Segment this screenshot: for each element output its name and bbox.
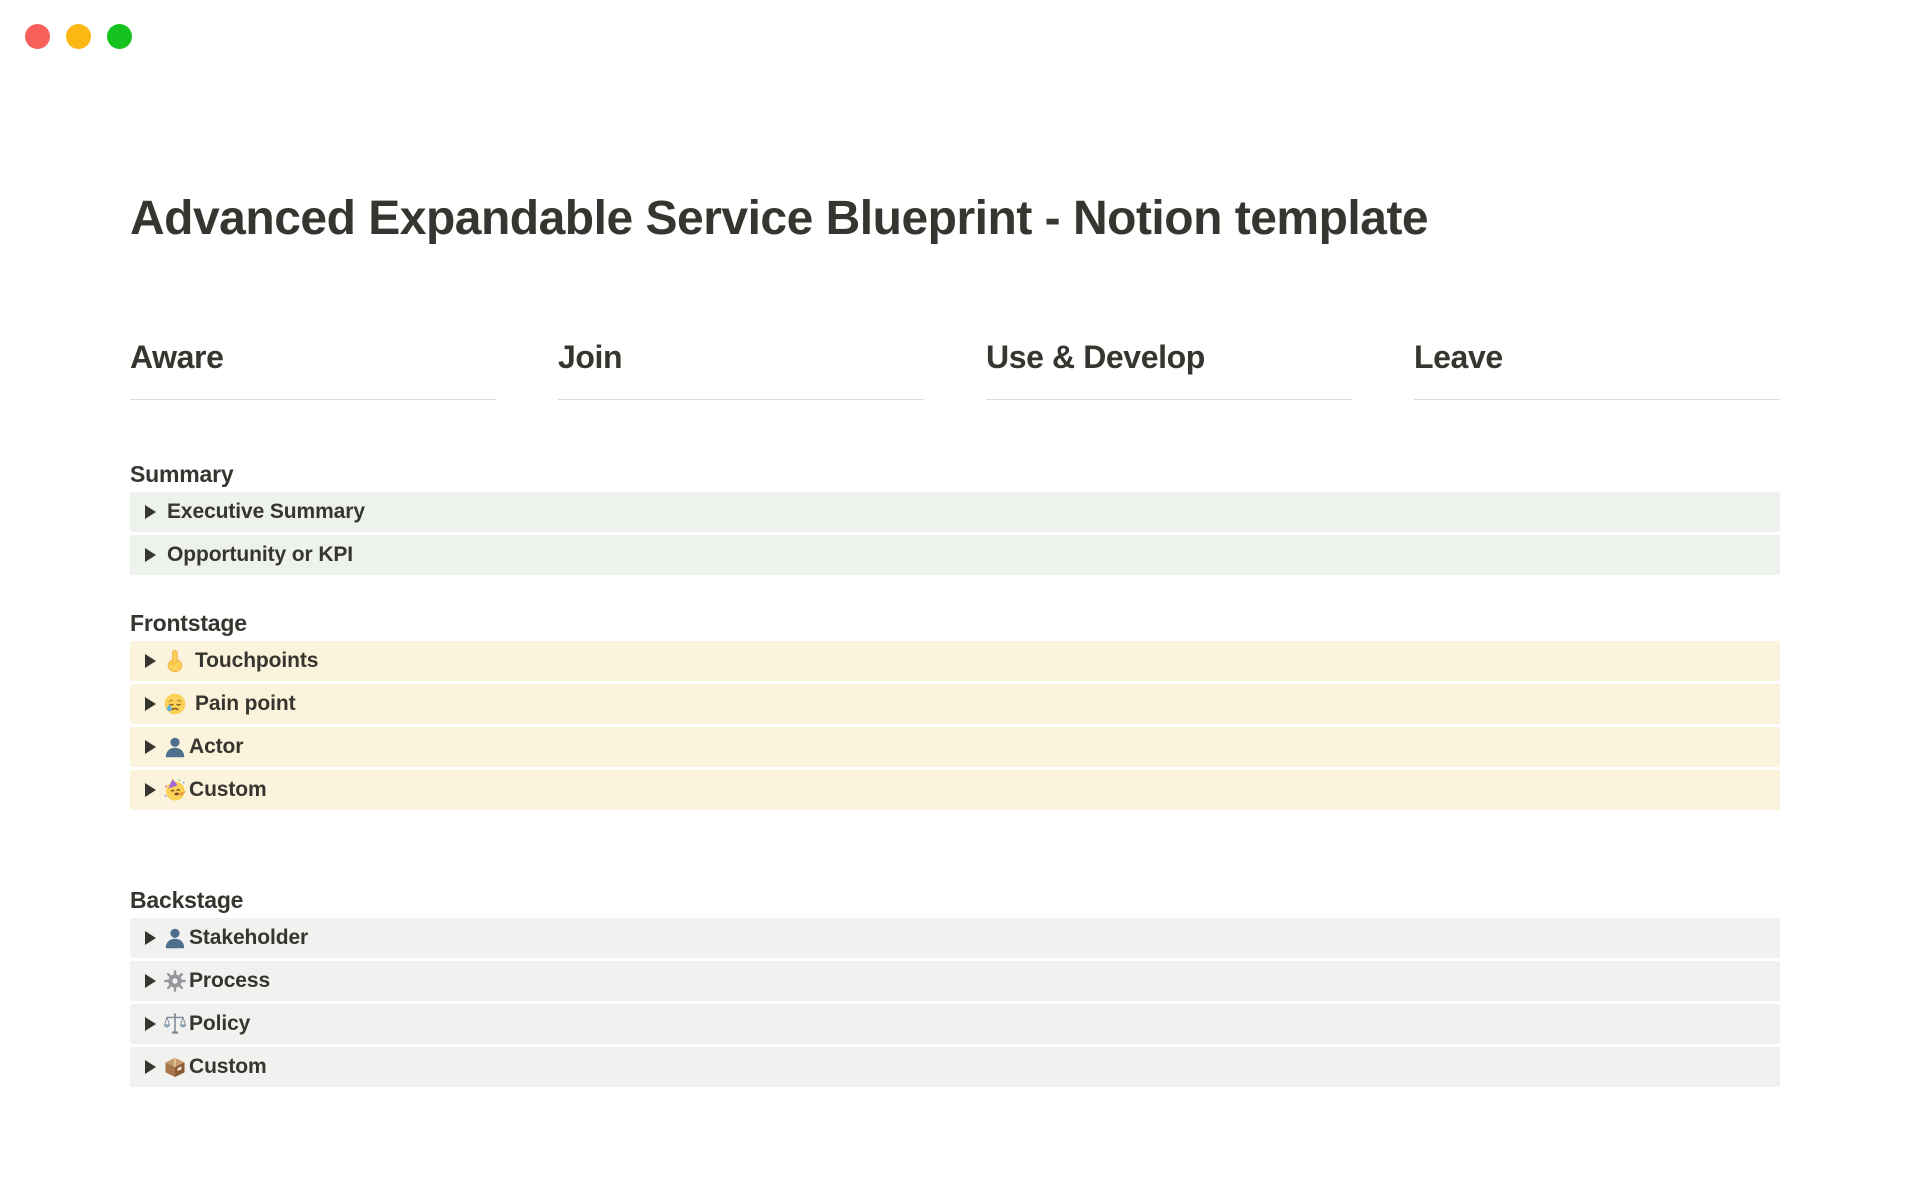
minimize-window-button[interactable]	[66, 24, 91, 49]
crying-face-icon	[163, 692, 187, 716]
toggle-row-process[interactable]: Process	[130, 961, 1780, 1001]
column-divider	[130, 399, 496, 400]
toggle-row-backstage-custom[interactable]: Custom	[130, 1047, 1780, 1087]
toggle-row-touchpoints[interactable]: Touchpoints	[130, 641, 1780, 681]
column-header-label: Leave	[1414, 339, 1503, 375]
column-join: Join	[558, 337, 924, 400]
column-header-label: Use & Develop	[986, 339, 1205, 375]
column-header-label: Aware	[130, 339, 224, 375]
pointing-up-icon	[163, 649, 187, 673]
package-icon	[163, 1055, 187, 1079]
column-use-develop: Use & Develop	[986, 337, 1352, 400]
toggle-triangle-icon[interactable]	[137, 1047, 163, 1087]
toggle-row-label: Custom	[189, 778, 267, 801]
toggle-triangle-icon[interactable]	[137, 641, 163, 681]
toggle-row-label: Stakeholder	[189, 926, 309, 949]
scales-icon	[163, 1012, 187, 1036]
stage-columns: Aware Join Use & Develop Leave	[130, 337, 1780, 400]
section-heading-frontstage: Frontstage	[130, 610, 247, 636]
toggle-triangle-icon[interactable]	[137, 1004, 163, 1044]
toggle-row-frontstage-custom[interactable]: Custom	[130, 770, 1780, 810]
toggle-triangle-icon[interactable]	[137, 961, 163, 1001]
toggle-triangle-icon[interactable]	[137, 727, 163, 767]
toggle-row-label: Touchpoints	[195, 649, 319, 672]
zoom-window-button[interactable]	[107, 24, 132, 49]
column-divider	[558, 399, 924, 400]
bust-icon	[163, 735, 187, 759]
toggle-row-label: Process	[189, 969, 271, 992]
column-divider	[1414, 399, 1780, 400]
toggle-triangle-icon[interactable]	[137, 918, 163, 958]
toggle-row-label: Actor	[189, 735, 244, 758]
gear-icon	[163, 969, 187, 993]
backstage-rows: Stakeholder Pr	[130, 918, 1780, 1087]
toggle-row-label: Opportunity or KPI	[167, 543, 354, 566]
column-aware: Aware	[130, 337, 496, 400]
close-window-button[interactable]	[25, 24, 50, 49]
bust-icon	[163, 926, 187, 950]
partying-face-icon	[163, 778, 187, 802]
toggle-row-label: Policy	[189, 1012, 251, 1035]
toggle-row-label: Executive Summary	[167, 500, 365, 523]
window-controls	[25, 24, 132, 49]
toggle-row-pain-point[interactable]: Pain point	[130, 684, 1780, 724]
toggle-triangle-icon[interactable]	[137, 684, 163, 724]
toggle-row-stakeholder[interactable]: Stakeholder	[130, 918, 1780, 958]
toggle-row-executive-summary[interactable]: Executive Summary	[130, 492, 1780, 532]
toggle-triangle-icon[interactable]	[137, 535, 163, 575]
toggle-row-label: Custom	[189, 1055, 267, 1078]
frontstage-rows: Touchpoints Pain point	[130, 641, 1780, 810]
toggle-row-actor[interactable]: Actor	[130, 727, 1780, 767]
summary-rows: Executive Summary Opportunity or KPI	[130, 492, 1780, 575]
toggle-triangle-icon[interactable]	[137, 770, 163, 810]
toggle-row-policy[interactable]: Policy	[130, 1004, 1780, 1044]
page-title: Advanced Expandable Service Blueprint - …	[130, 192, 1429, 245]
column-leave: Leave	[1414, 337, 1780, 400]
column-divider	[986, 399, 1352, 400]
section-heading-summary: Summary	[130, 461, 234, 487]
section-heading-backstage: Backstage	[130, 887, 244, 913]
toggle-triangle-icon[interactable]	[137, 492, 163, 532]
column-header-label: Join	[558, 339, 623, 375]
toggle-row-label: Pain point	[195, 692, 296, 715]
toggle-row-opportunity-kpi[interactable]: Opportunity or KPI	[130, 535, 1780, 575]
